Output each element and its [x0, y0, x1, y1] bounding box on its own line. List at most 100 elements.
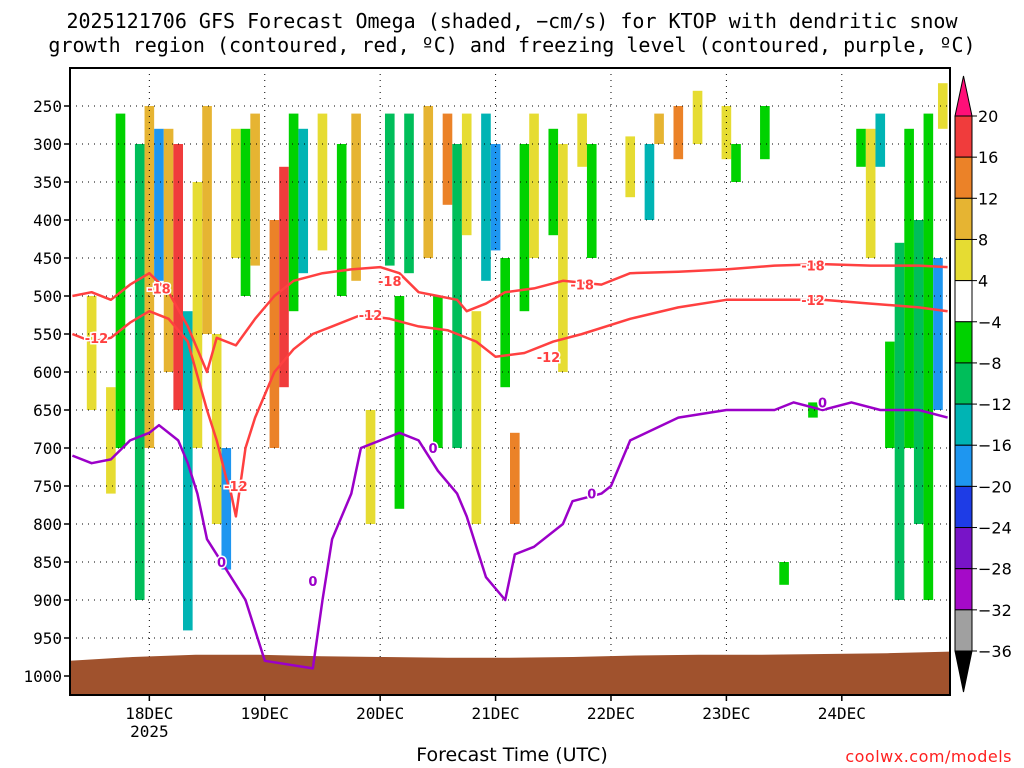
omega-cell — [894, 242, 905, 601]
omega-cell — [288, 113, 299, 312]
contour-label: 0 — [818, 396, 827, 411]
contour-label: 0 — [217, 556, 226, 571]
omega-cell — [577, 113, 587, 167]
colorbar-swatch — [954, 156, 973, 199]
colorbar-swatch — [954, 115, 973, 158]
y-tick-label: 650 — [33, 401, 62, 420]
omega-cell — [933, 258, 943, 410]
colorbar-label: 12 — [978, 189, 998, 208]
colorbar-label: −16 — [978, 436, 1012, 455]
omega-cell — [202, 106, 212, 334]
contour-label: -12 — [801, 294, 825, 309]
surface-fill — [70, 651, 950, 695]
omega-cell — [865, 128, 876, 258]
y-tick-label: 950 — [33, 629, 62, 648]
omega-cell — [875, 113, 886, 167]
y-tick-label: 250 — [33, 97, 62, 116]
y-tick-label: 1000 — [23, 667, 62, 686]
x-axis-title: Forecast Time (UTC) — [416, 744, 608, 766]
omega-cell — [760, 106, 770, 160]
omega-cell — [144, 106, 155, 448]
omega-cell — [134, 144, 145, 600]
colorbar-swatch — [954, 485, 973, 529]
y-tick-label: 550 — [33, 325, 62, 344]
contour-label: 0 — [429, 442, 438, 457]
omega-cell — [106, 387, 116, 494]
omega-cell — [211, 334, 222, 524]
omega-cell — [279, 166, 289, 388]
terrain-surface — [70, 651, 950, 695]
omega-cell — [856, 128, 866, 167]
y-tick-label: 750 — [33, 477, 62, 496]
contour-line — [72, 262, 948, 374]
y-tick-label: 850 — [33, 553, 62, 572]
chart-title-line-1: 2025121706 GFS Forecast Omega (shaded, −… — [66, 9, 958, 33]
colorbar-label: −24 — [978, 519, 1012, 538]
colorbar-label: −36 — [978, 642, 1012, 661]
omega-cell — [404, 113, 414, 274]
omega-cell — [298, 128, 309, 274]
colorbar-swatch — [954, 403, 973, 446]
y-tick-label: 300 — [33, 135, 62, 154]
y-tick-label: 800 — [33, 515, 62, 534]
omega-cell — [913, 220, 924, 524]
contour-label: -18 — [570, 279, 594, 294]
x-tick-label: 24DEC — [818, 704, 866, 723]
contour-label: -12 — [85, 332, 109, 347]
colorbar-label: −20 — [978, 477, 1012, 496]
omega-cell — [481, 113, 491, 281]
contour-label: -12 — [537, 351, 561, 366]
colorbar-swatch — [954, 609, 973, 652]
chart-title-line-2: growth region (contoured, red, ºC) and f… — [48, 33, 976, 57]
colorbar-swatch — [954, 197, 973, 240]
omega-cell — [904, 128, 914, 449]
omega-cell — [115, 113, 126, 448]
contour-label: -18 — [378, 275, 402, 290]
omega-cell — [351, 113, 361, 281]
colorbar-swatch — [954, 444, 973, 487]
colorbar-swatch — [954, 238, 973, 282]
y-tick-label: 700 — [33, 439, 62, 458]
colorbar-label: 20 — [978, 107, 998, 126]
omega-cell — [490, 144, 501, 251]
colorbar-label: −4 — [978, 313, 1002, 332]
colorbar-overflow-top — [954, 75, 973, 117]
colorbar-label: −28 — [978, 560, 1012, 579]
contour-line — [71, 298, 948, 518]
colorbar-swatch — [954, 321, 973, 364]
contour-label: -18 — [801, 260, 825, 275]
omega-cell — [192, 182, 203, 448]
contour-label: -12 — [224, 480, 248, 495]
plot-frame — [69, 67, 951, 696]
omega-cell — [250, 113, 260, 266]
omega-cell — [654, 113, 664, 144]
colorbar-swatch — [954, 527, 973, 570]
contour-label: -12 — [359, 309, 383, 324]
omega-cell — [548, 128, 559, 236]
omega-cell — [461, 113, 472, 236]
colorbar-label: −12 — [978, 395, 1012, 414]
contour-label: 0 — [308, 575, 317, 590]
omega-cell — [183, 311, 193, 631]
omega-cell — [529, 113, 539, 258]
omega-cell — [808, 402, 818, 418]
colorbar-swatch — [954, 280, 973, 323]
omega-cell — [923, 113, 934, 600]
omega-cell — [586, 144, 597, 258]
y-tick-label: 600 — [33, 363, 62, 382]
omega-cell — [423, 106, 434, 258]
colorbar-label: −32 — [978, 601, 1012, 620]
colorbar-overflow-bottom — [954, 650, 973, 693]
omega-cell — [673, 106, 684, 160]
y-tick-label: 500 — [33, 287, 62, 306]
y-tick-label: 400 — [33, 211, 62, 230]
omega-cell — [510, 432, 520, 524]
omega-cell — [384, 113, 395, 266]
credit-link[interactable]: coolwx.com/models — [845, 747, 1012, 766]
omega-cell — [442, 113, 453, 205]
omega-cell — [779, 562, 789, 585]
x-tick-label: 20DEC — [356, 704, 404, 723]
x-tick-label: 23DEC — [702, 704, 750, 723]
x-tick-label: 18DEC — [125, 704, 173, 723]
